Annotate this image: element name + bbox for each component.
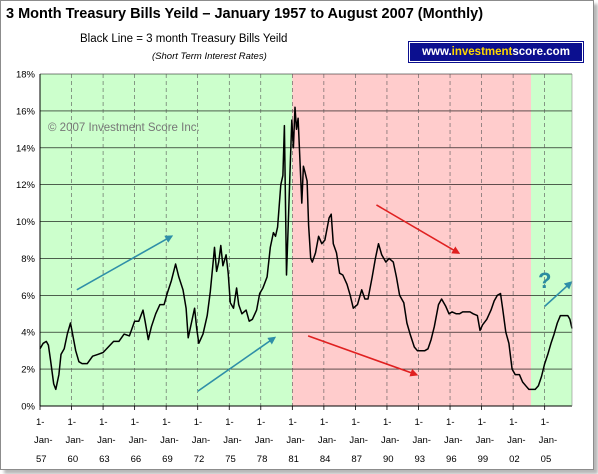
badge-prefix: www. [422, 46, 452, 58]
x-tick-label: 05 [541, 454, 552, 465]
x-tick-label: 1- [162, 417, 170, 428]
x-tick-label: 1- [257, 417, 265, 428]
x-tick-label: Jan- [255, 435, 273, 446]
x-tick-label: 93 [414, 454, 425, 465]
chart-title: 3 Month Treasury Bills Yeild – January 1… [6, 6, 484, 22]
y-tick-label: 18% [16, 70, 36, 81]
x-tick-label: 69 [162, 454, 173, 465]
x-tick-label: 63 [99, 454, 110, 465]
x-tick-label: Jan- [34, 435, 52, 446]
x-tick-label: Jan- [539, 435, 557, 446]
x-tick-label: 1- [288, 417, 296, 428]
x-tick-label: 02 [509, 454, 520, 465]
x-tick-label: Jan- [349, 435, 367, 446]
x-tick-label: 84 [320, 454, 331, 465]
badge-highlight: investment [451, 46, 513, 58]
x-tick-label: 1- [541, 417, 549, 428]
y-tick-label: 0% [21, 402, 35, 413]
x-tick-label: 90 [383, 454, 394, 465]
x-tick-label: 66 [131, 454, 142, 465]
y-tick-label: 4% [21, 328, 35, 339]
x-tick-label: 1- [320, 417, 328, 428]
zone-green [530, 74, 572, 406]
x-tick-label: 1- [414, 417, 422, 428]
copyright-watermark: © 2007 Investment Score Inc. [48, 122, 200, 134]
question-mark-annotation: ? [538, 268, 551, 293]
x-tick-label: Jan- [223, 435, 241, 446]
y-tick-label: 2% [21, 365, 35, 376]
x-tick-label: 1- [194, 417, 202, 428]
x-tick-label: 1- [383, 417, 391, 428]
y-tick-label: 12% [16, 180, 36, 191]
x-tick-label: 1- [509, 417, 517, 428]
x-tick-label: Jan- [381, 435, 399, 446]
x-tick-label: Jan- [129, 435, 147, 446]
x-tick-label: 96 [446, 454, 457, 465]
x-tick-label: Jan- [476, 435, 494, 446]
up-trend-arrow [197, 336, 277, 392]
x-tick-label: 99 [478, 454, 489, 465]
y-tick-label: 16% [16, 106, 36, 117]
x-tick-label: 87 [351, 454, 362, 465]
down-trend-arrow [376, 204, 461, 254]
x-tick-label: Jan- [286, 435, 304, 446]
x-tick-label: Jan- [160, 435, 178, 446]
y-tick-label: 14% [16, 143, 36, 154]
x-tick-label: 57 [36, 454, 47, 465]
x-tick-label: 1- [351, 417, 359, 428]
x-tick-label: 1- [68, 417, 76, 428]
x-tick-label: 1- [99, 417, 107, 428]
x-tick-label: Jan- [66, 435, 84, 446]
x-tick-label: Jan- [412, 435, 430, 446]
x-tick-label: Jan- [192, 435, 210, 446]
x-tick-label: 1- [36, 417, 44, 428]
x-tick-label: Jan- [318, 435, 336, 446]
x-tick-label: Jan- [507, 435, 525, 446]
y-tick-label: 8% [21, 254, 35, 265]
website-badge[interactable]: www. investment score.com [408, 41, 584, 63]
y-tick-label: 6% [21, 291, 35, 302]
x-tick-label: 60 [68, 454, 79, 465]
down-trend-arrow [307, 335, 419, 377]
y-tick-label: 10% [16, 217, 36, 228]
x-tick-label: 1- [131, 417, 139, 428]
x-tick-label: Jan- [444, 435, 462, 446]
up-trend-arrow [544, 281, 573, 307]
x-tick-label: 81 [288, 454, 299, 465]
x-tick-label: 75 [225, 454, 236, 465]
x-tick-label: 1- [478, 417, 486, 428]
chart-subtitle-note: (Short Term Interest Rates) [152, 51, 267, 62]
up-trend-arrow [76, 235, 174, 291]
x-tick-label: Jan- [97, 435, 115, 446]
x-tick-label: 78 [257, 454, 268, 465]
badge-suffix: score.com [512, 46, 570, 58]
x-tick-label: 72 [194, 454, 205, 465]
zone-red [292, 74, 531, 406]
x-tick-label: 1- [446, 417, 454, 428]
chart-subtitle: Black Line = 3 month Treasury Bills Yeil… [80, 33, 288, 45]
series-line [39, 106, 573, 391]
x-tick-label: 1- [225, 417, 233, 428]
